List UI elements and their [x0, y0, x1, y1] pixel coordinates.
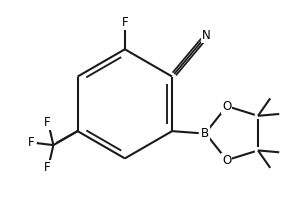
Text: F: F — [43, 116, 50, 129]
Text: B: B — [201, 127, 209, 140]
Text: N: N — [202, 29, 211, 42]
Text: O: O — [222, 154, 231, 167]
Text: F: F — [43, 161, 50, 174]
Text: O: O — [222, 100, 231, 113]
Text: F: F — [122, 16, 128, 29]
Text: F: F — [28, 136, 35, 149]
